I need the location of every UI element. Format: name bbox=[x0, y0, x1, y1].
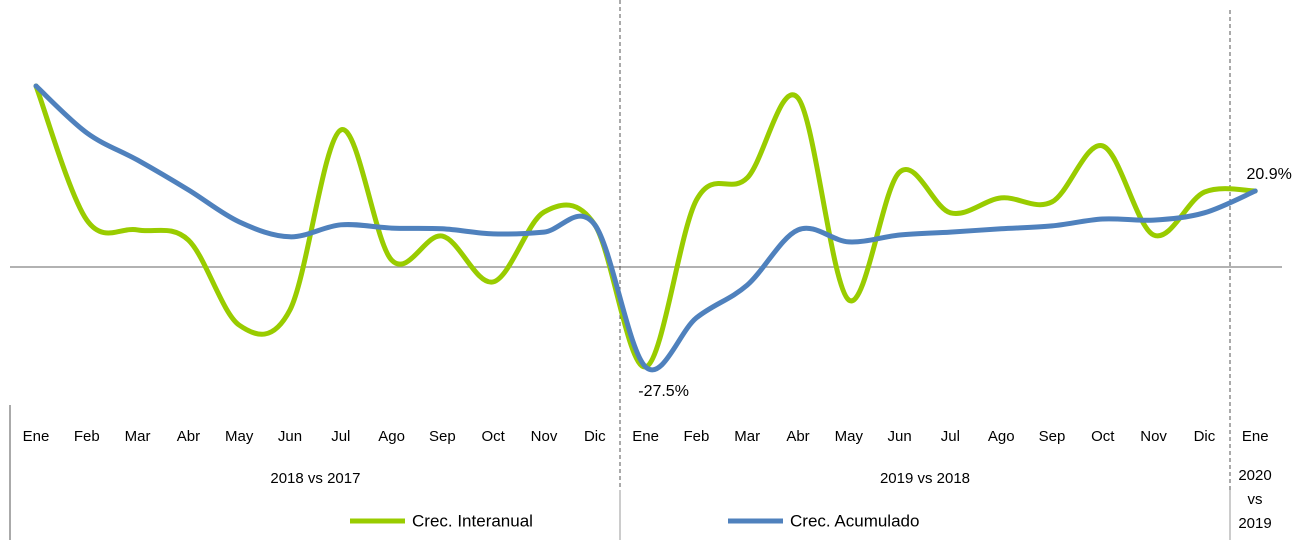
x-tick-label: Ago bbox=[378, 428, 405, 445]
x-tick-label: Nov bbox=[531, 428, 558, 445]
x-tick-label: Abr bbox=[177, 428, 200, 445]
x-tick-label: May bbox=[835, 428, 864, 445]
x-tick-label: Feb bbox=[74, 428, 100, 445]
x-tick-label: Sep bbox=[429, 428, 456, 445]
x-tick-label: Dic bbox=[1194, 428, 1216, 445]
data-label: -27.5% bbox=[638, 383, 689, 400]
x-tick-label: Jul bbox=[331, 428, 350, 445]
x-tick-label: Nov bbox=[1140, 428, 1167, 445]
x-tick-label: Ene bbox=[632, 428, 659, 445]
x-tick-label: Dic bbox=[584, 428, 606, 445]
x-tick-label: May bbox=[225, 428, 254, 445]
x-tick-label: Mar bbox=[125, 428, 151, 445]
x-tick-label: Jun bbox=[888, 428, 912, 445]
legend-label: Crec. Acumulado bbox=[790, 511, 919, 530]
series-line bbox=[33, 83, 1258, 373]
x-tick-label: Ago bbox=[988, 428, 1015, 445]
x-tick-label: Sep bbox=[1039, 428, 1066, 445]
x-tick-label: Ene bbox=[23, 428, 50, 445]
x-tick-label: Jun bbox=[278, 428, 302, 445]
series-line bbox=[33, 83, 1258, 370]
x-tick-label: Mar bbox=[734, 428, 760, 445]
x-tick-label: Oct bbox=[1091, 428, 1115, 445]
group-label: 2018 vs 2017 bbox=[270, 470, 360, 487]
x-tick-label: Ene bbox=[1242, 428, 1269, 445]
x-tick-label: Jul bbox=[941, 428, 960, 445]
x-tick-label: Abr bbox=[786, 428, 809, 445]
group-label: 2019 vs 2018 bbox=[880, 470, 970, 487]
data-label: 20.9% bbox=[1247, 166, 1292, 183]
x-tick-label: Oct bbox=[482, 428, 506, 445]
x-tick-label: Feb bbox=[683, 428, 709, 445]
group-label: 2020 vs 2019 bbox=[1238, 467, 1272, 532]
legend-label: Crec. Interanual bbox=[412, 511, 533, 530]
